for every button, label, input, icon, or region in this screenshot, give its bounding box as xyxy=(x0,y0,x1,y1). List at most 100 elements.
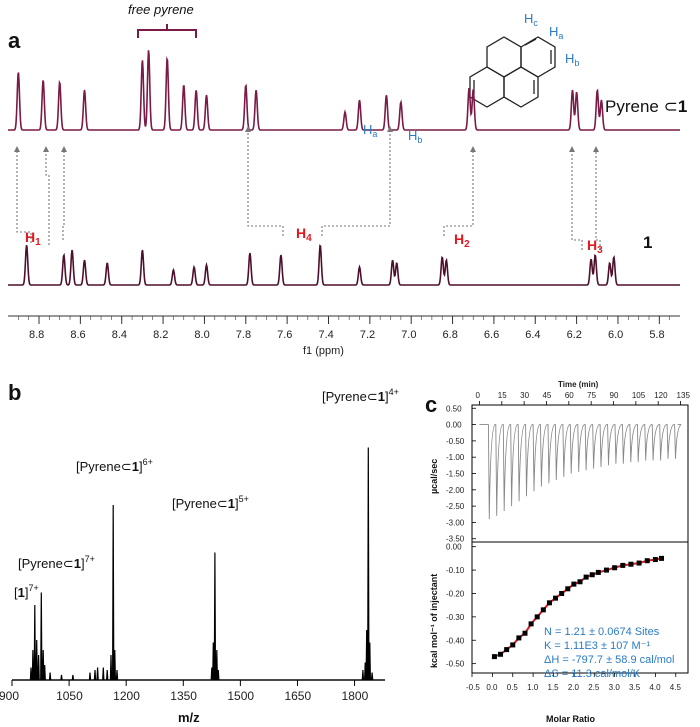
nmr-sub-h3: 3 xyxy=(597,245,603,256)
itc-x-tick-label: 3.5 xyxy=(629,683,641,692)
ms-l1-post: ] xyxy=(25,585,29,600)
itc-point xyxy=(636,560,642,566)
itc-time-tick-label: 105 xyxy=(632,391,646,400)
ms-label-complex-7plus: [Pyrene⊂1]7+ xyxy=(18,554,95,571)
host-spectrum-label: 1 xyxy=(643,233,652,252)
nmr-correlation-lines xyxy=(16,130,601,250)
itc-x-tick-label: 3.0 xyxy=(609,683,621,692)
itc-point xyxy=(595,569,601,575)
itc-point xyxy=(504,647,510,653)
ms-l5-post: ] xyxy=(235,496,239,511)
nmr-sub-hb: b xyxy=(417,135,422,145)
itc-point xyxy=(628,561,634,567)
nmr-tick-label: 8.4 xyxy=(112,329,127,341)
connector-h1b xyxy=(45,150,50,245)
nmr-tick-label: 8.0 xyxy=(194,329,209,341)
itc-point xyxy=(589,572,595,578)
itc-y2-tick-label: -0.40 xyxy=(446,636,465,645)
itc-point xyxy=(528,621,534,627)
nmr-label-ha: Ha xyxy=(363,122,377,139)
itc-x-tick-label: 1.5 xyxy=(548,683,560,692)
itc-y2-title: kcal mol⁻¹ of injectant xyxy=(429,574,439,668)
connector-h4 xyxy=(247,130,284,236)
ms-label-complex-6plus: [Pyrene⊂1]6+ xyxy=(76,457,153,474)
ms-x-title: m/z xyxy=(178,710,200,725)
fit-ds: ΔS = 11.3 cal/mol/K xyxy=(544,668,641,680)
ms-l4-post: ] xyxy=(385,389,389,404)
itc-point xyxy=(559,590,565,596)
itc-x-tick-label: 4.0 xyxy=(649,683,661,692)
struct-label-hc: Hc xyxy=(524,11,538,28)
nmr-label-h2: H2 xyxy=(454,231,470,250)
complex-spectrum-label: Pyrene ⊂1 xyxy=(605,97,687,116)
complex-label-text: Pyrene ⊂ xyxy=(605,97,678,116)
itc-x-tick-label: 4.5 xyxy=(670,683,682,692)
itc-bottom-frame xyxy=(471,541,689,674)
ms-tick-label: 1650 xyxy=(284,689,311,703)
nmr-tick-label: 8.2 xyxy=(153,329,168,341)
itc-point xyxy=(540,607,546,613)
itc-y2-tick-label: -0.50 xyxy=(446,660,465,669)
ms-label-complex-5plus: [Pyrene⊂1]5+ xyxy=(172,494,249,511)
ms-l7-bold: 1 xyxy=(74,556,81,571)
nmr-tick-label: 8.6 xyxy=(70,329,85,341)
itc-time-tick-label: 30 xyxy=(520,391,529,400)
itc-top-frame xyxy=(471,404,689,543)
itc-x-tick-label: -0.5 xyxy=(466,683,480,692)
itc-y1-tick-label: 0.50 xyxy=(446,404,462,413)
ms-tick-label: 1350 xyxy=(170,689,197,703)
nmr-sub-ha: a xyxy=(372,129,377,139)
panel-letter-b: b xyxy=(8,380,21,405)
itc-point xyxy=(652,557,658,563)
itc-x-tick-label: 2.0 xyxy=(568,683,580,692)
nmr-tick-label: 7.0 xyxy=(401,329,416,341)
itc-point xyxy=(603,567,609,573)
struct-sub-c: c xyxy=(533,18,538,28)
itc-y1-tick-label: -2.50 xyxy=(446,502,465,511)
connector-h2 xyxy=(443,150,474,236)
itc-y2-tick-label: 0.00 xyxy=(446,543,462,552)
nmr-sub-h4: 4 xyxy=(306,233,312,244)
itc-y1-tick-label: -1.50 xyxy=(446,470,465,479)
itc-point xyxy=(659,555,665,561)
nmr-label-h1: H1 xyxy=(25,229,41,248)
itc-y2-tick-label: -0.20 xyxy=(446,589,465,598)
itc-y1-tick-label: -1.00 xyxy=(446,453,465,462)
itc-y1-tick-label: 0.00 xyxy=(446,421,462,430)
itc-point xyxy=(644,558,650,564)
itc-point xyxy=(498,651,504,657)
ms-l6-post: ] xyxy=(139,459,143,474)
struct-sub-a: a xyxy=(558,31,563,41)
itc-x-tick-label: 0.5 xyxy=(507,683,519,692)
nmr-tick-label: 7.8 xyxy=(236,329,251,341)
ms-l6-sup: 6+ xyxy=(143,457,153,467)
fit-n: N = 1.21 ± 0.0674 Sites xyxy=(544,626,660,638)
itc-point xyxy=(571,581,577,587)
ms-l4-pre: [Pyrene⊂ xyxy=(322,389,378,404)
itc-point xyxy=(491,654,497,660)
itc-time-tick-label: 45 xyxy=(542,391,551,400)
connector-h1 xyxy=(16,150,32,243)
nmr-tick-label: 7.2 xyxy=(360,329,375,341)
itc-point xyxy=(577,579,583,585)
pyrene-structure xyxy=(469,36,556,108)
ms-l7-pre: [Pyrene⊂ xyxy=(18,556,74,571)
itc-point xyxy=(546,600,552,606)
struct-sub-b: b xyxy=(574,58,579,68)
nmr-tick-label: 6.8 xyxy=(443,329,458,341)
itc-y1-ticks: 0.50 0.00 -0.50 -1.00 -1.50 -2.00 -2.50 -3.00 -3… xyxy=(446,404,476,544)
itc-point xyxy=(553,595,559,601)
itc-y2-ticks: 0.00 -0.10 -0.20 -0.30 -0.40 -0.50 xyxy=(446,543,476,669)
nmr-spectrum-complex xyxy=(8,50,680,131)
free-pyrene-label: free pyrene xyxy=(128,2,194,17)
panel-letter-c: c xyxy=(425,392,437,417)
ms-l1-sup: 7+ xyxy=(28,583,38,593)
itc-y2-tick-label: -0.10 xyxy=(446,566,465,575)
itc-y1-title: µcal/sec xyxy=(429,459,439,494)
itc-data-points xyxy=(491,555,665,660)
itc-y1-tick-label: -3.00 xyxy=(446,518,465,527)
panel-letter-a: a xyxy=(8,28,21,53)
itc-raw-trace xyxy=(479,424,682,520)
ms-tick-label: 1050 xyxy=(56,689,83,703)
